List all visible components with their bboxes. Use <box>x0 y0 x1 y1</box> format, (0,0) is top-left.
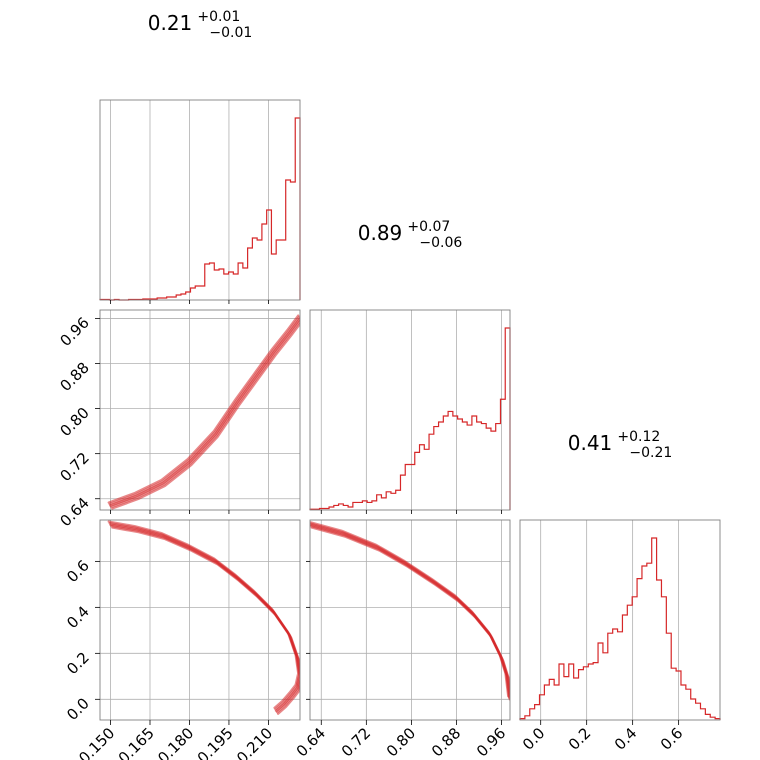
xtick-label-param-2: 0.6 <box>657 724 687 754</box>
grid-1-1 <box>320 310 502 510</box>
title-param-0: 0.21 +0.01 −0.01 <box>148 6 253 41</box>
title-param-1: 0.89 +0.07 −0.06 <box>358 216 463 251</box>
panel-frame-2-2 <box>519 519 721 721</box>
xtick-label-param-1: 0.96 <box>473 724 509 760</box>
ytick-label-param-1: 0.80 <box>56 404 92 440</box>
xtick-label-param-2: 0.0 <box>519 724 549 754</box>
sample-tail <box>109 317 300 507</box>
ytick-label-param-2: 0.4 <box>63 602 93 632</box>
ytick-label-param-2: 0.2 <box>63 648 93 678</box>
ytick-label-param-1: 0.88 <box>56 359 92 395</box>
samples-1-0 <box>107 314 300 510</box>
panel-frame-1-1 <box>309 309 511 511</box>
xtick-label-param-1: 0.72 <box>338 724 374 760</box>
xtick-label-param-2: 0.2 <box>565 724 595 754</box>
histogram-param-0 <box>99 117 301 301</box>
xtick-label-param-2: 0.4 <box>611 724 641 754</box>
sample-band <box>310 523 510 701</box>
sample-band <box>108 315 300 506</box>
sample-band <box>110 319 300 509</box>
title-1-value: 0.89 <box>358 221 403 245</box>
title-2-plus: +0.12 <box>617 429 660 445</box>
title-1-plus: +0.07 <box>407 219 450 235</box>
title-0-minus: −0.01 <box>209 25 252 41</box>
title-2-minus: −0.21 <box>629 445 672 461</box>
grid-2-1 <box>310 520 510 720</box>
xtick-label-param-1: 0.64 <box>293 724 329 760</box>
sample-band <box>310 525 510 702</box>
grid-1-0 <box>100 310 300 510</box>
title-param-2: 0.41 +0.12 −0.21 <box>568 426 673 461</box>
title-0-value: 0.21 <box>148 11 193 35</box>
panel-titles: 0.21 +0.01 −0.01 0.89 +0.07 −0.06 0.41 +… <box>148 6 673 461</box>
ytick-label-param-2: 0.6 <box>63 556 93 586</box>
ytick-label-param-1: 0.64 <box>56 494 92 530</box>
grid-2-0 <box>100 520 300 720</box>
xtick-label-param-0: 0.150 <box>75 724 118 760</box>
xtick-label-param-1: 0.88 <box>428 724 464 760</box>
xtick-label-param-0: 0.210 <box>233 724 276 760</box>
sample-band <box>108 522 300 711</box>
panel-frame-0-0 <box>99 99 301 301</box>
xtick-label-param-1: 0.80 <box>383 724 419 760</box>
sample-band <box>109 317 300 507</box>
sample-band <box>310 522 510 699</box>
title-1-minus: −0.06 <box>419 235 462 251</box>
panel-frame-2-0 <box>99 519 301 721</box>
samples-2-1 <box>310 520 510 702</box>
ytick-label-param-1: 0.96 <box>56 314 92 350</box>
title-2-value: 0.41 <box>568 431 613 455</box>
sample-band <box>310 520 510 698</box>
ytick-label-param-1: 0.72 <box>56 449 92 485</box>
histogram-param-1 <box>309 327 511 510</box>
xtick-label-param-0: 0.180 <box>154 724 197 760</box>
sample-band <box>107 520 300 709</box>
xtick-label-param-0: 0.165 <box>115 724 158 760</box>
sample-band <box>310 526 510 697</box>
sample-tail <box>310 523 510 701</box>
histogram-layer <box>99 117 721 720</box>
panel-frame-1-0 <box>99 309 301 511</box>
scatter-layer <box>107 314 510 715</box>
sample-band <box>109 523 300 712</box>
panel-frame-2-1 <box>309 519 511 721</box>
histogram-param-2 <box>519 537 721 720</box>
grid-2-2 <box>540 520 680 720</box>
frame-layer <box>99 99 721 721</box>
ytick-label-param-2: 0.0 <box>63 694 93 724</box>
sample-band <box>111 322 300 510</box>
samples-2-0 <box>107 520 300 715</box>
grid-layer <box>100 100 680 720</box>
sample-band <box>111 526 300 715</box>
xtick-label-param-0: 0.195 <box>194 724 237 760</box>
sample-band <box>107 314 300 504</box>
grid-0-0 <box>110 100 269 300</box>
sample-tail <box>109 523 300 713</box>
title-0-plus: +0.01 <box>197 9 240 25</box>
